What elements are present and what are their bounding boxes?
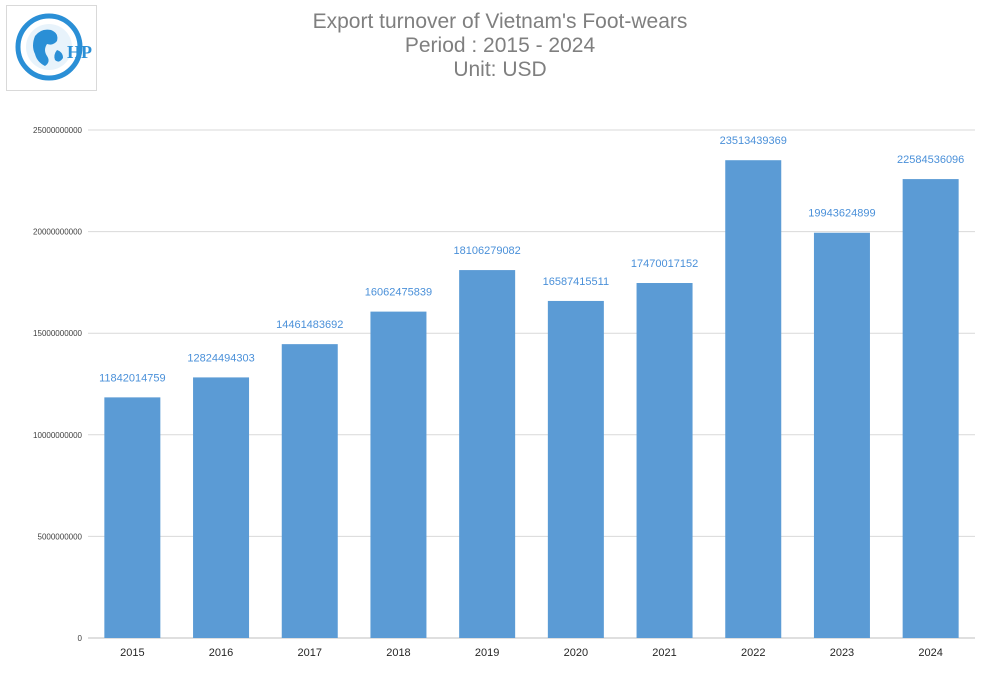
x-tick-label: 2019	[475, 647, 499, 659]
bar	[193, 377, 250, 638]
x-tick-label: 2020	[564, 647, 588, 659]
y-tick-label: 25000000000	[33, 126, 82, 135]
logo: HP	[6, 5, 97, 91]
bar	[104, 397, 161, 638]
data-label: 17470017152	[631, 258, 698, 270]
x-tick-label: 2015	[120, 647, 144, 659]
data-label: 23513439369	[720, 135, 787, 147]
chart-title: Export turnover of Vietnam's Foot-wears …	[200, 10, 800, 82]
x-tick-label: 2021	[652, 647, 676, 659]
y-tick-label: 5000000000	[38, 532, 83, 541]
y-tick-label: 20000000000	[33, 228, 82, 237]
data-label: 16062475839	[365, 287, 432, 299]
x-tick-label: 2022	[741, 647, 765, 659]
bar	[636, 283, 693, 638]
data-label: 16587415511	[543, 276, 609, 288]
bar	[547, 300, 604, 638]
logo-text: HP	[67, 42, 92, 62]
bar	[370, 311, 427, 638]
data-label: 22584536096	[897, 154, 964, 166]
data-label: 18106279082	[454, 245, 521, 257]
bar	[725, 160, 782, 638]
data-label: 12824494303	[187, 352, 254, 364]
title-line-3: Unit: USD	[453, 58, 547, 81]
y-tick-label: 10000000000	[33, 431, 82, 440]
globe-logo-icon: HP	[15, 13, 92, 81]
bar	[459, 270, 516, 638]
title-line-1: Export turnover of Vietnam's Foot-wears	[312, 10, 688, 33]
bar	[813, 232, 870, 638]
bar	[281, 344, 338, 638]
x-tick-label: 2018	[386, 647, 410, 659]
y-tick-label: 15000000000	[33, 329, 82, 338]
x-tick-label: 2024	[918, 647, 942, 659]
y-tick-label: 0	[78, 634, 83, 643]
data-label: 19943624899	[808, 208, 875, 220]
x-tick-label: 2017	[298, 647, 322, 659]
data-label: 11842014759	[99, 372, 165, 384]
x-tick-label: 2016	[209, 647, 233, 659]
x-tick-label: 2023	[830, 647, 854, 659]
title-line-2: Period : 2015 - 2024	[404, 34, 596, 57]
bar	[902, 179, 959, 639]
data-label: 14461483692	[276, 319, 343, 331]
